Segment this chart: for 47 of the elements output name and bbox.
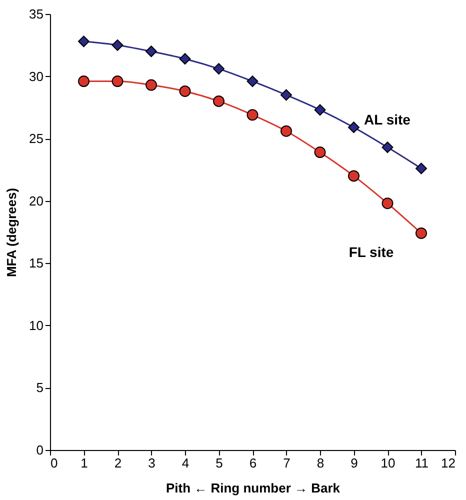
x-tick-label: 7 xyxy=(283,456,290,470)
point xyxy=(314,104,326,116)
point xyxy=(416,162,427,174)
point xyxy=(416,228,427,239)
point xyxy=(382,142,394,154)
x-tick-label: 5 xyxy=(216,456,223,470)
x-axis-title: Pith ← Ring number → Bark xyxy=(166,480,341,496)
point xyxy=(348,170,360,182)
x-tick-label: 12 xyxy=(441,456,456,470)
point xyxy=(382,198,394,210)
y-tick-label: 30 xyxy=(29,68,44,84)
point xyxy=(146,79,157,91)
y-axis-title: MFA (degrees) xyxy=(4,188,20,278)
x-tick-label: 3 xyxy=(148,456,156,470)
x-tick-label: 11 xyxy=(415,456,428,470)
series-label: FL site xyxy=(348,244,394,260)
x-tick-label: 10 xyxy=(380,456,396,470)
y-tick-label: 5 xyxy=(36,380,44,396)
point xyxy=(280,125,292,137)
point xyxy=(246,109,258,121)
point xyxy=(78,76,90,87)
x-tick-label: 0 xyxy=(50,456,58,470)
point xyxy=(280,89,292,101)
point xyxy=(78,36,90,48)
point xyxy=(213,63,224,75)
point xyxy=(246,76,258,88)
y-tick-label: 35 xyxy=(29,6,44,22)
x-tick-label: 8 xyxy=(316,456,324,470)
x-tick-label: 2 xyxy=(114,456,122,470)
y-tick-label: 0 xyxy=(36,442,44,458)
point xyxy=(112,39,124,51)
y-tick-label: 20 xyxy=(29,193,44,208)
point xyxy=(112,76,124,87)
point xyxy=(179,53,191,65)
series-label: AL site xyxy=(364,111,411,128)
x-tick-label: 1 xyxy=(80,456,88,470)
x-tick-label: 9 xyxy=(350,456,358,470)
x-tick-label: 4 xyxy=(182,456,190,470)
point xyxy=(348,122,360,134)
y-tick-label: 15 xyxy=(29,256,44,271)
point xyxy=(314,146,326,158)
x-tick-label: 6 xyxy=(249,456,257,470)
point xyxy=(146,46,157,58)
point xyxy=(179,86,191,97)
y-tick-label: 10 xyxy=(29,318,44,333)
y-tick-label: 25 xyxy=(29,131,44,146)
point xyxy=(213,95,224,107)
